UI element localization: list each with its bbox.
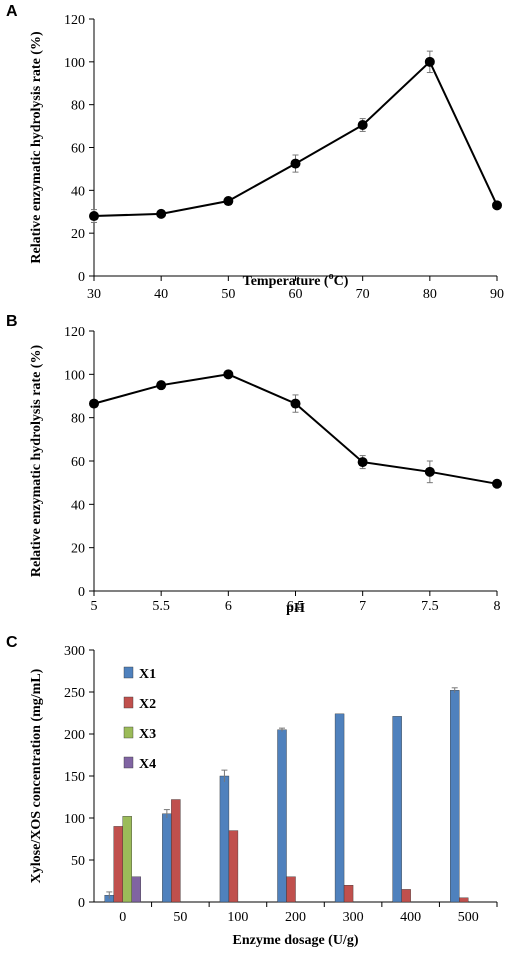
panel-c: C Xylose/XOS concentration (mg/mL) Enzym… (6, 634, 498, 948)
panel-c-bar-x3 (122, 816, 132, 903)
panel-a-data-point (492, 200, 502, 211)
panel-a-y-tick-label: 0 (78, 270, 85, 285)
panel-c-x-axis-label: Enzyme dosage (U/g) (233, 933, 359, 948)
panel-c-legend-swatch-x4 (123, 756, 134, 769)
panel-a-data-point (156, 208, 167, 219)
panel-b-x-tick-label: 5.5 (152, 599, 170, 614)
panel-a: A Relative enzymatic hydrolysis rate (%)… (6, 3, 504, 302)
panel-c-legend-label-x4: X4 (139, 757, 156, 772)
panel-a-data-point (223, 196, 234, 207)
panel-a-data-point (424, 56, 435, 67)
panel-b-x-axis-label: pH (286, 601, 305, 616)
panel-c-bar-x2 (171, 799, 181, 903)
panel-c-y-tick-label: 250 (64, 686, 85, 701)
panel-a-data-point (290, 158, 301, 169)
panel-a-y-tick-label: 100 (64, 56, 85, 71)
panel-c-bar-x2 (459, 897, 469, 903)
panel-a-x-tick-label: 80 (423, 287, 437, 302)
panel-c-x-tick-label: 50 (173, 910, 187, 925)
panel-c-bar-x2 (228, 830, 239, 903)
panel-c-bar-x2 (343, 885, 354, 903)
panel-a-letter: A (6, 3, 18, 20)
panel-c-legend-swatch-x2 (123, 696, 134, 709)
panel-b-x-tick-label: 7 (359, 599, 366, 614)
panel-c-x-tick-label: 200 (285, 910, 306, 925)
panel-c-y-tick-label: 300 (64, 644, 85, 659)
panel-b-y-tick-label: 100 (64, 368, 85, 383)
panel-a-y-axis-label: Relative enzymatic hydrolysis rate (%) (29, 31, 44, 264)
panel-c-bar-x1 (334, 713, 345, 903)
panel-a-data-point (89, 211, 99, 222)
panel-b-x-tick-label: 8 (494, 599, 501, 614)
panel-a-y-tick-label: 60 (71, 142, 85, 157)
panel-b-x-tick-label: 6 (225, 599, 232, 614)
panel-c-y-tick-label: 0 (78, 896, 85, 911)
panel-b-y-axis-label: Relative enzymatic hydrolysis rate (%) (29, 345, 44, 578)
panel-c-y-tick-label: 50 (71, 854, 85, 869)
panel-c-bar-x1 (219, 775, 230, 903)
panel-b-y-tick-label: 80 (71, 412, 85, 427)
panel-b: B Relative enzymatic hydrolysis rate (%)… (6, 313, 502, 616)
panel-c-y-tick-label: 100 (64, 812, 85, 827)
panel-b-series-line (93, 373, 498, 485)
panel-a-y-tick-label: 120 (64, 13, 85, 28)
panel-c-bar-x2 (401, 889, 411, 903)
panel-b-y-tick-label: 0 (78, 585, 85, 600)
panel-b-y-tick-label: 20 (71, 542, 85, 557)
panel-b-data-point (223, 369, 234, 380)
panel-c-bar-x1 (162, 813, 172, 903)
panel-a-y-tick-label: 20 (71, 227, 85, 242)
panel-c-bar-x2 (113, 826, 123, 903)
panel-b-y-tick-label: 40 (71, 498, 85, 513)
panel-b-data-point (492, 478, 502, 489)
panel-c-x-tick-label: 100 (227, 910, 248, 925)
panel-b-data-point (424, 466, 435, 477)
panel-c-legend-label-x2: X2 (139, 697, 156, 712)
panel-a-y-tick-label: 80 (71, 99, 85, 114)
panel-c-y-axis-label: Xylose/XOS concentration (mg/mL) (29, 668, 44, 883)
panel-a-x-tick-label: 70 (356, 287, 370, 302)
panel-c-y-tick-label: 200 (64, 728, 85, 743)
panel-b-x-tick-label: 5 (91, 599, 98, 614)
panel-a-y-tick-label: 40 (71, 184, 85, 199)
panel-b-y-tick-label: 60 (71, 455, 85, 470)
panel-a-data-point (357, 120, 368, 131)
panel-c-bar-x2 (286, 876, 296, 903)
panel-c-x-tick-label: 0 (119, 910, 126, 925)
panel-a-series-line (93, 60, 498, 217)
panel-c-legend-label-x1: X1 (139, 667, 156, 682)
panel-c-bar-x1 (392, 716, 402, 903)
panel-c-bar-x1 (450, 690, 460, 903)
panel-b-x-tick-label: 7.5 (421, 599, 439, 614)
panel-b-x-tick-label: 6.5 (287, 599, 305, 614)
panel-c-bar-x4 (131, 876, 141, 903)
panel-c-x-tick-label: 300 (343, 910, 364, 925)
panel-c-legend-swatch-x1 (123, 666, 134, 679)
panel-a-x-tick-label: 30 (87, 287, 101, 302)
panel-c-legend-label-x3: X3 (139, 727, 156, 742)
panel-b-data-point (357, 457, 368, 468)
panel-c-legend-swatch-x3 (123, 726, 134, 739)
panel-a-x-tick-label: 60 (289, 287, 303, 302)
panel-a-x-tick-label: 90 (490, 287, 504, 302)
panel-b-data-point (290, 398, 301, 409)
panel-c-x-tick-label: 500 (458, 910, 479, 925)
panel-a-x-tick-label: 40 (154, 287, 168, 302)
panel-c-letter: C (6, 634, 18, 651)
panel-a-x-tick-label: 50 (221, 287, 235, 302)
panel-c-x-tick-label: 400 (400, 910, 421, 925)
panel-b-letter: B (6, 313, 18, 330)
panel-b-data-point (156, 380, 167, 391)
panel-c-bar-x1 (277, 729, 287, 903)
panel-b-data-point (89, 398, 99, 409)
panel-b-y-tick-label: 120 (64, 325, 85, 340)
panel-c-y-tick-label: 150 (64, 770, 85, 785)
